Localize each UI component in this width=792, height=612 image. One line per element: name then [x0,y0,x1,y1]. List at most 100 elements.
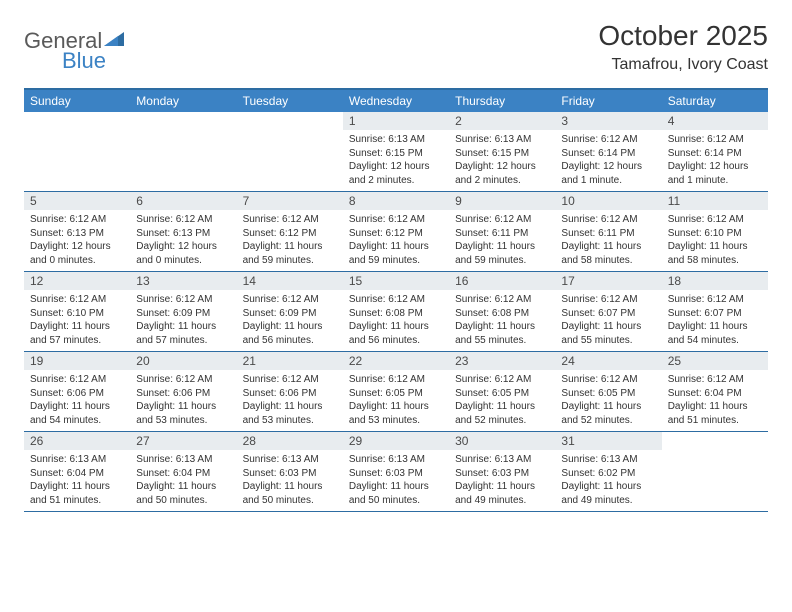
day-cell: 29Sunrise: 6:13 AMSunset: 6:03 PMDayligh… [343,432,449,511]
daylight-text: Daylight: 12 hours and 2 minutes. [455,160,549,187]
day-body: Sunrise: 6:12 AMSunset: 6:13 PMDaylight:… [130,210,236,271]
day-cell: 18Sunrise: 6:12 AMSunset: 6:07 PMDayligh… [662,272,768,351]
sunrise-text: Sunrise: 6:13 AM [349,133,443,147]
sunrise-text: Sunrise: 6:12 AM [668,373,762,387]
day-cell: 20Sunrise: 6:12 AMSunset: 6:06 PMDayligh… [130,352,236,431]
sunset-text: Sunset: 6:05 PM [561,387,655,401]
sunset-text: Sunset: 6:04 PM [136,467,230,481]
day-cell: 7Sunrise: 6:12 AMSunset: 6:12 PMDaylight… [237,192,343,271]
sunrise-text: Sunrise: 6:12 AM [668,293,762,307]
sunset-text: Sunset: 6:09 PM [243,307,337,321]
daylight-text: Daylight: 11 hours and 51 minutes. [30,480,124,507]
day-cell: 6Sunrise: 6:12 AMSunset: 6:13 PMDaylight… [130,192,236,271]
sunset-text: Sunset: 6:06 PM [243,387,337,401]
day-cell: 17Sunrise: 6:12 AMSunset: 6:07 PMDayligh… [555,272,661,351]
weekday-header: Sunday [24,90,130,112]
day-number: 16 [449,272,555,290]
sunrise-text: Sunrise: 6:13 AM [349,453,443,467]
day-body: Sunrise: 6:12 AMSunset: 6:07 PMDaylight:… [555,290,661,351]
sunset-text: Sunset: 6:05 PM [349,387,443,401]
day-number: 10 [555,192,661,210]
daylight-text: Daylight: 12 hours and 1 minute. [561,160,655,187]
sunrise-text: Sunrise: 6:13 AM [243,453,337,467]
day-number: 22 [343,352,449,370]
sunrise-text: Sunrise: 6:12 AM [455,373,549,387]
sunset-text: Sunset: 6:05 PM [455,387,549,401]
day-cell: 12Sunrise: 6:12 AMSunset: 6:10 PMDayligh… [24,272,130,351]
sunrise-text: Sunrise: 6:12 AM [668,133,762,147]
sunrise-text: Sunrise: 6:12 AM [455,213,549,227]
day-cell: 19Sunrise: 6:12 AMSunset: 6:06 PMDayligh… [24,352,130,431]
day-number: 8 [343,192,449,210]
sunrise-text: Sunrise: 6:12 AM [136,213,230,227]
day-cell: 31Sunrise: 6:13 AMSunset: 6:02 PMDayligh… [555,432,661,511]
day-number: 2 [449,112,555,130]
day-cell: 10Sunrise: 6:12 AMSunset: 6:11 PMDayligh… [555,192,661,271]
day-body: Sunrise: 6:12 AMSunset: 6:05 PMDaylight:… [343,370,449,431]
daylight-text: Daylight: 11 hours and 52 minutes. [455,400,549,427]
sunset-text: Sunset: 6:03 PM [349,467,443,481]
day-body: Sunrise: 6:12 AMSunset: 6:06 PMDaylight:… [24,370,130,431]
day-body: Sunrise: 6:13 AMSunset: 6:02 PMDaylight:… [555,450,661,511]
sunset-text: Sunset: 6:04 PM [668,387,762,401]
title-block: October 2025 Tamafrou, Ivory Coast [598,20,768,74]
day-number: 5 [24,192,130,210]
daylight-text: Daylight: 11 hours and 56 minutes. [349,320,443,347]
day-number: 30 [449,432,555,450]
daylight-text: Daylight: 11 hours and 49 minutes. [455,480,549,507]
day-body: Sunrise: 6:12 AMSunset: 6:09 PMDaylight:… [237,290,343,351]
week-row: 1Sunrise: 6:13 AMSunset: 6:15 PMDaylight… [24,112,768,192]
day-cell: 5Sunrise: 6:12 AMSunset: 6:13 PMDaylight… [24,192,130,271]
daylight-text: Daylight: 11 hours and 49 minutes. [561,480,655,507]
day-number: 20 [130,352,236,370]
logo-triangle-icon [104,30,126,53]
day-body: Sunrise: 6:12 AMSunset: 6:12 PMDaylight:… [237,210,343,271]
calendar-page: General October 2025 Tamafrou, Ivory Coa… [0,0,792,532]
day-body: Sunrise: 6:12 AMSunset: 6:12 PMDaylight:… [343,210,449,271]
sunrise-text: Sunrise: 6:12 AM [136,373,230,387]
weekday-header: Friday [555,90,661,112]
day-number: 19 [24,352,130,370]
day-number: 31 [555,432,661,450]
day-body: Sunrise: 6:12 AMSunset: 6:11 PMDaylight:… [555,210,661,271]
day-cell: 15Sunrise: 6:12 AMSunset: 6:08 PMDayligh… [343,272,449,351]
sunset-text: Sunset: 6:07 PM [561,307,655,321]
daylight-text: Daylight: 11 hours and 56 minutes. [243,320,337,347]
sunset-text: Sunset: 6:04 PM [30,467,124,481]
sunset-text: Sunset: 6:13 PM [30,227,124,241]
day-cell [24,112,130,191]
day-body: Sunrise: 6:12 AMSunset: 6:13 PMDaylight:… [24,210,130,271]
day-body: Sunrise: 6:13 AMSunset: 6:03 PMDaylight:… [449,450,555,511]
month-title: October 2025 [598,20,768,52]
weekday-header: Wednesday [343,90,449,112]
sunrise-text: Sunrise: 6:13 AM [30,453,124,467]
sunrise-text: Sunrise: 6:12 AM [561,133,655,147]
day-body: Sunrise: 6:12 AMSunset: 6:14 PMDaylight:… [555,130,661,191]
day-cell: 8Sunrise: 6:12 AMSunset: 6:12 PMDaylight… [343,192,449,271]
week-row: 12Sunrise: 6:12 AMSunset: 6:10 PMDayligh… [24,272,768,352]
sunrise-text: Sunrise: 6:12 AM [349,213,443,227]
sunset-text: Sunset: 6:06 PM [136,387,230,401]
sunset-text: Sunset: 6:13 PM [136,227,230,241]
sunset-text: Sunset: 6:12 PM [349,227,443,241]
sunset-text: Sunset: 6:09 PM [136,307,230,321]
day-number: 29 [343,432,449,450]
weekday-header: Monday [130,90,236,112]
day-cell [130,112,236,191]
daylight-text: Daylight: 11 hours and 57 minutes. [136,320,230,347]
sunrise-text: Sunrise: 6:13 AM [561,453,655,467]
day-body: Sunrise: 6:12 AMSunset: 6:04 PMDaylight:… [662,370,768,431]
day-body: Sunrise: 6:12 AMSunset: 6:07 PMDaylight:… [662,290,768,351]
day-cell: 26Sunrise: 6:13 AMSunset: 6:04 PMDayligh… [24,432,130,511]
day-number: 1 [343,112,449,130]
day-number: 21 [237,352,343,370]
daylight-text: Daylight: 11 hours and 50 minutes. [136,480,230,507]
day-number: 18 [662,272,768,290]
weekday-header: Saturday [662,90,768,112]
sunset-text: Sunset: 6:15 PM [455,147,549,161]
sunrise-text: Sunrise: 6:12 AM [561,213,655,227]
sunrise-text: Sunrise: 6:12 AM [30,213,124,227]
weeks-container: 1Sunrise: 6:13 AMSunset: 6:15 PMDaylight… [24,112,768,512]
daylight-text: Daylight: 11 hours and 52 minutes. [561,400,655,427]
day-cell: 13Sunrise: 6:12 AMSunset: 6:09 PMDayligh… [130,272,236,351]
